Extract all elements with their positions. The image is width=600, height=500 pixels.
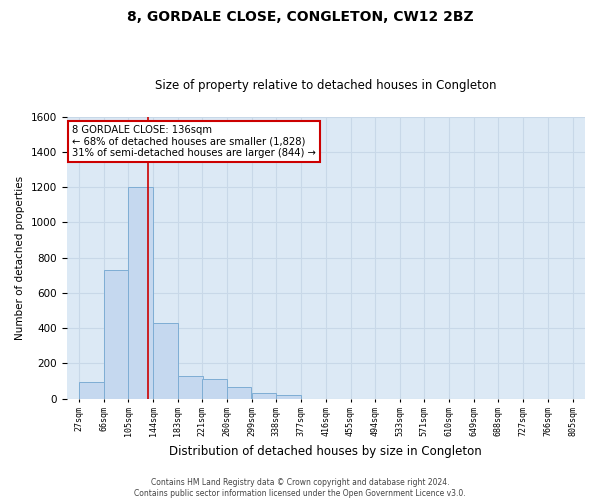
Y-axis label: Number of detached properties: Number of detached properties	[15, 176, 25, 340]
Bar	[178, 376, 203, 398]
Bar	[251, 393, 276, 398]
Bar	[153, 323, 178, 398]
Bar	[277, 395, 301, 398]
Text: Contains HM Land Registry data © Crown copyright and database right 2024.
Contai: Contains HM Land Registry data © Crown c…	[134, 478, 466, 498]
X-axis label: Distribution of detached houses by size in Congleton: Distribution of detached houses by size …	[169, 444, 482, 458]
Text: 8 GORDALE CLOSE: 136sqm
← 68% of detached houses are smaller (1,828)
31% of semi: 8 GORDALE CLOSE: 136sqm ← 68% of detache…	[72, 125, 316, 158]
Bar	[202, 379, 227, 398]
Title: Size of property relative to detached houses in Congleton: Size of property relative to detached ho…	[155, 79, 497, 92]
Bar	[104, 270, 128, 398]
Bar	[227, 387, 251, 398]
Bar	[128, 187, 153, 398]
Text: 8, GORDALE CLOSE, CONGLETON, CW12 2BZ: 8, GORDALE CLOSE, CONGLETON, CW12 2BZ	[127, 10, 473, 24]
Bar	[79, 382, 104, 398]
